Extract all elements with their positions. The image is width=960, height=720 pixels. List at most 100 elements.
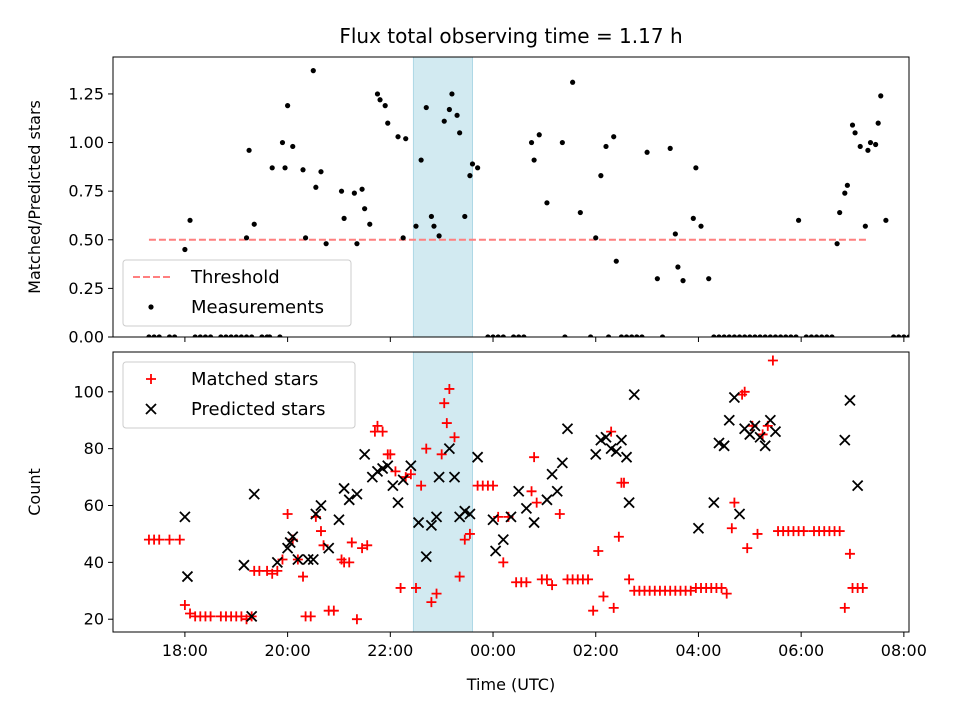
data-point [713, 437, 725, 449]
data-point [328, 605, 339, 616]
data-point [318, 169, 324, 175]
data-point [593, 545, 604, 556]
data-point [430, 511, 443, 523]
data-point [185, 608, 196, 619]
data-point [919, 334, 924, 339]
data-point [457, 130, 463, 136]
data-point [395, 134, 401, 140]
data-point [595, 434, 607, 446]
x-tick-label: 18:00 [162, 641, 208, 660]
data-point [357, 543, 368, 554]
data-point [890, 334, 897, 337]
data-point [376, 462, 389, 475]
data-point [857, 143, 863, 150]
data-point [156, 334, 162, 337]
data-point [277, 334, 283, 337]
data-point [377, 426, 388, 437]
data-point [783, 334, 789, 337]
data-point [223, 334, 229, 337]
data-point [500, 334, 506, 337]
data-point [449, 432, 460, 443]
data-point [246, 147, 252, 153]
data-point [834, 241, 840, 247]
data-point [343, 494, 355, 506]
data-point [259, 334, 265, 337]
data-point [588, 605, 599, 616]
data-point [623, 334, 630, 337]
data-point [605, 334, 612, 337]
data-point [749, 420, 761, 432]
highlight-span [412, 352, 473, 632]
data-point [164, 534, 175, 545]
data-point [824, 334, 830, 337]
data-point [251, 221, 257, 227]
data-point [935, 334, 940, 339]
data-point [588, 334, 594, 337]
data-point [238, 334, 244, 337]
data-point [526, 486, 537, 497]
data-point [446, 106, 452, 113]
data-point [711, 334, 717, 337]
data-point [428, 213, 434, 220]
data-point [716, 582, 727, 593]
data-point [510, 334, 517, 337]
data-point [485, 334, 491, 337]
data-point [182, 246, 188, 253]
data-point [179, 511, 191, 523]
data-point [729, 497, 740, 508]
data-point [906, 334, 909, 337]
data-point [692, 522, 705, 534]
data-point [448, 471, 461, 483]
data-point [667, 145, 673, 151]
data-point [955, 278, 960, 283]
data-point [561, 423, 574, 435]
data-point [285, 103, 291, 109]
data-point [359, 186, 365, 192]
data-point [759, 440, 771, 452]
data-point [374, 91, 381, 97]
data-point [390, 466, 401, 477]
data-point [528, 516, 540, 529]
data-point [338, 482, 350, 495]
y-axis-label: Matched/Predicted stars [25, 100, 44, 294]
data-point [282, 509, 293, 520]
data-point [896, 334, 902, 337]
data-point [541, 494, 553, 506]
data-point [728, 391, 741, 404]
data-point [282, 165, 288, 171]
data-point [698, 223, 704, 229]
data-point [262, 565, 273, 576]
y-tick-label: 80 [84, 439, 104, 458]
data-point [927, 334, 932, 339]
data-point [590, 448, 602, 460]
data-point [192, 334, 198, 337]
legend: Matched stars Predicted stars [122, 361, 356, 429]
data-point [598, 173, 604, 179]
data-point [487, 514, 499, 526]
data-point [624, 574, 635, 585]
data-point [371, 465, 384, 478]
data-point [426, 597, 437, 608]
data-point [367, 221, 373, 227]
data-point [179, 599, 190, 610]
data-point [778, 334, 784, 337]
data-point [271, 556, 283, 568]
data-point [685, 585, 696, 596]
data-point [639, 334, 645, 337]
data-point [405, 460, 417, 472]
data-point [410, 582, 421, 593]
data-point [629, 334, 635, 337]
data-point [505, 511, 517, 523]
data-point [146, 334, 152, 337]
data-point [901, 334, 907, 337]
series-matched-stars [143, 355, 868, 625]
series-measurements [146, 68, 960, 339]
data-point [716, 334, 722, 337]
data-point [354, 241, 360, 247]
data-point [516, 334, 522, 337]
data-point [536, 132, 542, 138]
data-point [471, 451, 484, 463]
data-point [305, 611, 316, 622]
data-point [344, 557, 355, 568]
data-point [151, 334, 157, 337]
